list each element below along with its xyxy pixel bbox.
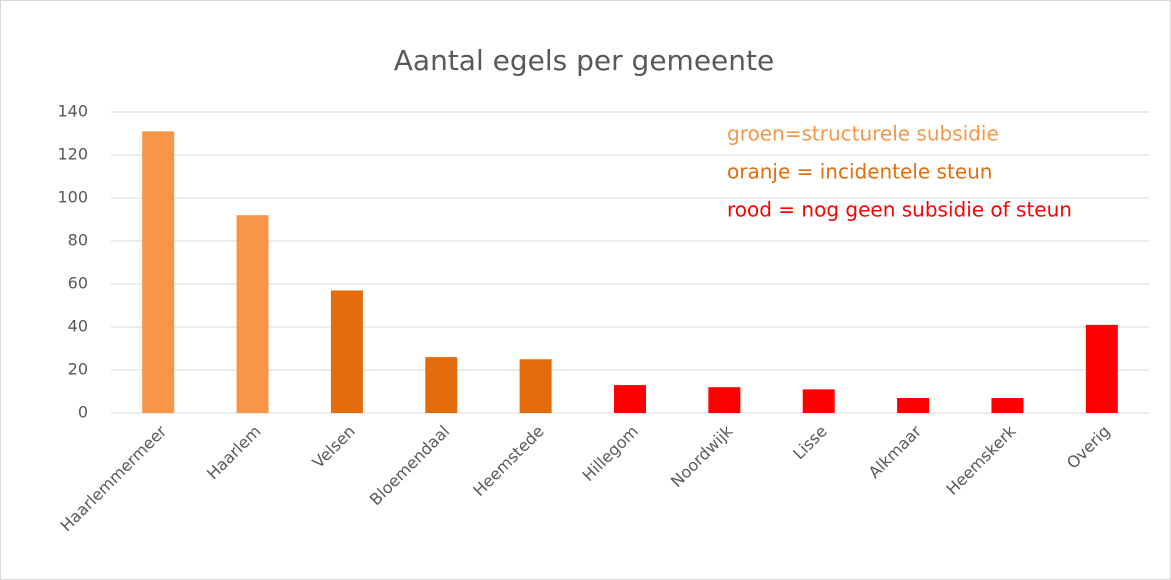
- y-tick-label: 60: [68, 274, 88, 293]
- bar: [142, 131, 175, 413]
- bar: [236, 215, 269, 413]
- y-tick-label: 80: [68, 231, 88, 250]
- bar: [991, 397, 1024, 413]
- bar: [708, 387, 741, 413]
- bar: [519, 359, 552, 413]
- bar: [614, 385, 646, 413]
- y-tick-label: 120: [57, 145, 88, 164]
- y-tick-label: 40: [68, 317, 88, 336]
- chart-title: Aantal egels per gemeente: [394, 44, 774, 77]
- y-tick-label: 20: [68, 360, 88, 379]
- annotation: oranje = incidentele steun: [727, 160, 992, 184]
- annotation: groen=structurele subsidie: [727, 122, 999, 146]
- y-tick-label: 100: [57, 188, 88, 207]
- annotation: rood = nog geen subsidie of steun: [727, 198, 1072, 222]
- bar: [897, 397, 930, 413]
- y-tick-label: 140: [57, 102, 88, 121]
- y-tick-label: 0: [78, 403, 88, 422]
- bar: [425, 357, 458, 413]
- bar: [1085, 324, 1118, 413]
- bar: [802, 389, 835, 413]
- bar: [330, 290, 363, 413]
